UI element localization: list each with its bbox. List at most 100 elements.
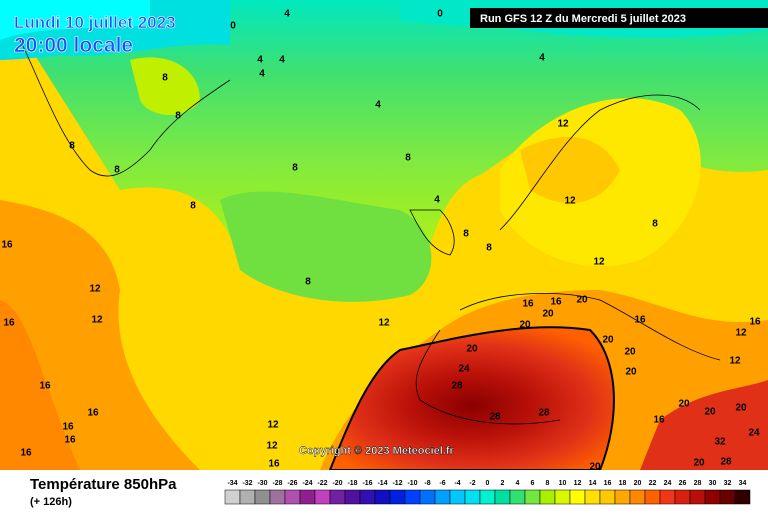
scale-label: -14 [377,480,387,487]
scale-label: -8 [424,480,430,487]
contour-label: 20 [589,462,601,473]
contour-label: 4 [257,55,263,66]
contour-label: 20 [602,335,614,346]
scale-label: -20 [332,480,342,487]
scale-swatch [374,489,391,505]
scale-label: -2 [469,480,475,487]
scale-swatch [329,489,346,505]
scale-swatch [524,489,541,505]
heat-core [328,326,615,471]
scale-swatch [299,489,316,505]
contour-label: 12 [593,257,605,268]
run-box [470,8,768,28]
scale-swatch [434,489,451,505]
contour-label: 20 [519,320,531,331]
contour-label: 8 [405,153,411,164]
contour-label: 20 [466,344,478,355]
scale-label: 32 [724,480,732,487]
color-scale: -34 -32 -30 -28 -26 -24 -22 -20 -18 -16 -14 -12 -10-… [224,480,751,505]
contour-label: 16 [64,435,76,446]
contour-label: 20 [735,403,747,414]
contour-label: 16 [20,448,32,459]
scale-label: -34 [227,480,237,487]
contour-label: 16 [634,315,646,326]
contour-label: 8 [305,277,311,288]
scale-label: -28 [272,480,282,487]
scale-label: 34 [739,480,747,487]
scale-swatch [284,489,301,505]
contour-label: 4 [434,195,440,206]
scale-label: 26 [679,480,687,487]
contour-label: 4 [284,9,290,20]
scale-swatch [344,489,361,505]
cool-zone [0,0,768,294]
scale-swatch [584,489,601,505]
scale-swatch [404,489,421,505]
scale-swatch [659,489,676,505]
scale-swatch [464,489,481,505]
contour-label: 16 [749,317,761,328]
contour-label: 4 [279,55,285,66]
scale-swatch [704,489,721,505]
contour-label: 32 [714,437,726,448]
scale-label: 30 [709,480,717,487]
scale-label: -26 [287,480,297,487]
scale-label: -32 [242,480,252,487]
contour-label: 20 [704,407,716,418]
contour-label: 0 [437,9,443,20]
scale-swatch [269,489,286,505]
scale-swatch [449,489,466,505]
scale-label: 14 [589,480,597,487]
scale-swatch [314,489,331,505]
contour-label: 8 [69,141,75,152]
scale-swatch [359,489,376,505]
contour-label: 28 [720,457,732,468]
contour-label: 20 [576,295,588,306]
contour-label: 12 [89,284,101,295]
scale-swatch [554,489,571,505]
contour-label: 8 [486,243,492,254]
scale-label: 4 [516,480,520,487]
forecast-time: 20:00 locale [14,34,133,57]
coastlines [19,39,721,425]
contour-label: 20 [624,347,636,358]
contour-label: 28 [451,381,463,392]
contour-label: 8 [463,229,469,240]
contour-label: 20 [678,399,690,410]
scale-swatch [689,489,706,505]
scale-swatch [629,489,646,505]
scale-label: 10 [559,480,567,487]
scale-swatch [479,489,496,505]
scale-swatch [539,489,556,505]
scale-swatch [419,489,436,505]
contour-label: 28 [489,412,501,423]
scale-swatch [599,489,616,505]
scale-label: -4 [454,480,460,487]
copyright: Copyright © 2023 Meteociel.fr [299,445,455,457]
scale-label: 22 [649,480,657,487]
contour-label: 8 [114,165,120,176]
contour-label: 4 [375,100,381,111]
scandinavia-hot [520,136,620,204]
scale-label: -16 [362,480,372,487]
contour-label: 4 [259,69,265,80]
contour-label: 4 [539,53,545,64]
contour-label: 16 [550,297,562,308]
contour-label: 12 [266,441,278,452]
scale-label: 12 [574,480,582,487]
contour-label: 16 [653,415,665,426]
contour-label: 16 [62,422,74,433]
scale-label: 28 [694,480,702,487]
scale-swatch [494,489,511,505]
contour-label: 24 [748,428,760,439]
cold-corner-2 [0,0,150,40]
scale-label: 24 [664,480,672,487]
contour-label: 16 [1,240,13,251]
contour-label: 12 [267,420,279,431]
scale-swatch [569,489,586,505]
scale-swatch [734,489,751,505]
scale-swatch [719,489,736,505]
scale-swatch [224,489,241,505]
contour-label: 16 [268,459,280,470]
